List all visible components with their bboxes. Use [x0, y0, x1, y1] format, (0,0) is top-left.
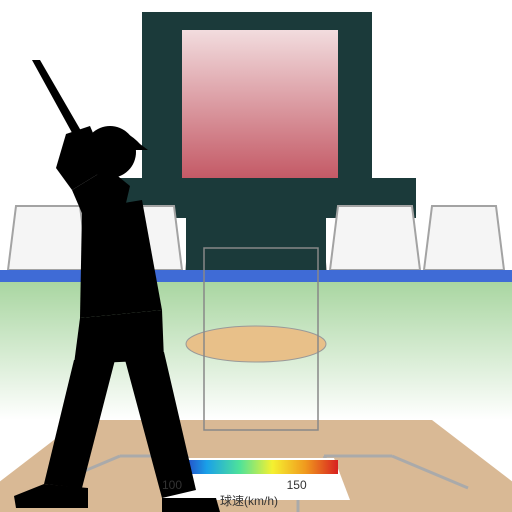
legend-label: 球速(km/h) [220, 492, 278, 509]
pitchers-mound [186, 326, 326, 362]
scoreboard-screen [182, 30, 338, 178]
legend-tick-100: 100 [162, 478, 182, 492]
scoreboard-stem [186, 204, 326, 272]
legend-tick-150: 150 [287, 478, 307, 492]
outfield-wall [0, 270, 512, 282]
scene-svg [0, 0, 512, 512]
stand-section [424, 206, 504, 270]
stand-section [8, 206, 88, 270]
legend-bar [174, 460, 338, 474]
stand-section [330, 206, 420, 270]
stage: 100 150 球速(km/h) [0, 0, 512, 512]
